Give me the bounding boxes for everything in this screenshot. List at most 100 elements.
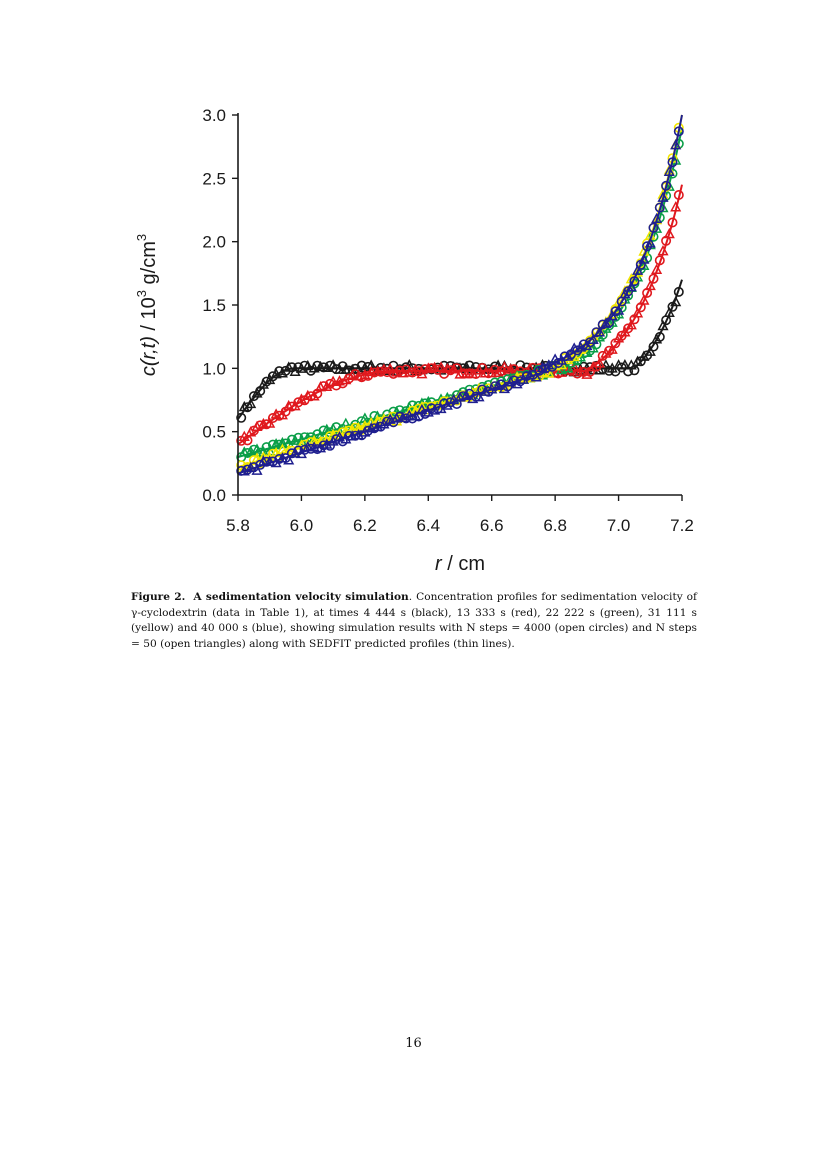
series-5-triangle-marker (581, 339, 593, 351)
series-3-triangle-marker (245, 445, 257, 456)
series-5-circle-marker (305, 443, 316, 454)
series-5-circle-marker (597, 319, 608, 330)
series-2-circle-marker (261, 419, 272, 430)
series-2-triangle-marker (245, 426, 257, 437)
series-5-circle-marker (553, 357, 564, 368)
series-5-circle-marker (337, 436, 348, 447)
series-5-circle-marker (483, 386, 494, 397)
series-2-triangle-marker (581, 368, 593, 379)
series-5-triangle-marker (657, 191, 669, 202)
series-5 (236, 114, 684, 476)
x-axis-variable: r (435, 553, 443, 575)
series-2-triangle-marker (657, 245, 669, 256)
y-axis-unit-exponent: 3 (134, 234, 149, 241)
series-5-triangle-marker (498, 382, 510, 394)
series-2-circle-marker (369, 367, 380, 378)
series-2-triangle-marker (397, 367, 409, 378)
series-5-triangle-marker (245, 461, 257, 473)
series-5-circle-marker (496, 379, 507, 390)
series-5-triangle-marker (454, 391, 466, 402)
series-2-triangle-marker (346, 369, 358, 381)
series-4-triangle-marker (308, 434, 320, 446)
series-5-circle-marker (629, 276, 640, 287)
series-5-circle-marker (661, 180, 672, 191)
x-tick-label: 6.0 (290, 516, 314, 535)
series-2-triangle-marker (276, 409, 288, 420)
series-5-triangle-marker (283, 454, 295, 465)
series-2-circle-marker (451, 363, 462, 374)
concentration-profile-chart: 0.0 0.5 1.0 1.5 2.0 2.5 3.0 5.8 6.0 6.2 6.4 6.6 6.8 7… (134, 106, 694, 575)
y-tick-label: 2.0 (202, 233, 226, 252)
figure-caption: Figure 2. A sedimentation velocity simul… (131, 590, 697, 652)
series-1-triangle-marker (663, 306, 675, 318)
series-5-circle-marker (648, 222, 659, 233)
series-5-circle-marker (654, 202, 665, 213)
series-1-triangle-marker (651, 333, 663, 344)
series-2-triangle-marker (486, 367, 498, 378)
series-2-triangle-marker (321, 380, 333, 391)
y-tick-label: 1.5 (202, 296, 226, 315)
series-5-circle-marker (464, 388, 475, 399)
series-5-triangle-marker (524, 369, 536, 380)
series-2-triangle-marker (492, 366, 504, 378)
series-2-circle-marker (654, 255, 665, 266)
series-5-triangle-marker (562, 350, 574, 361)
y-axis-title: c(r,t) / 103 g/cm3 (134, 234, 160, 376)
series-2-circle-marker (420, 364, 431, 375)
series-5-circle-marker (458, 391, 469, 402)
series-3-circle-marker (255, 447, 266, 458)
series-1-triangle-marker (245, 397, 257, 409)
series-5-circle-marker (584, 337, 595, 348)
series-5-triangle-marker (441, 399, 453, 410)
series-2-triangle-marker (663, 227, 675, 239)
series-2-triangle-marker (391, 366, 403, 377)
series-2-triangle-marker (644, 279, 656, 291)
series-5-circle-marker (274, 453, 285, 464)
x-tick-label: 6.6 (480, 516, 504, 535)
series-4-triangle-marker (257, 451, 269, 462)
series-2-triangle-marker (454, 368, 466, 379)
y-tick-label: 0.5 (202, 423, 226, 442)
series-5-triangle-marker (651, 212, 663, 224)
series-5-circle-marker (489, 381, 500, 392)
series-2-triangle-marker (378, 363, 390, 374)
series-5-triangle-marker (302, 440, 314, 452)
series-5-triangle-marker (429, 404, 441, 415)
series-2-circle-marker (325, 378, 336, 389)
series-1-triangle-marker (308, 362, 320, 373)
series-2-triangle-marker (670, 201, 682, 212)
series-1-triangle-marker (276, 367, 288, 378)
series-5-circle-marker (445, 397, 456, 408)
series-2-triangle-marker (314, 381, 327, 392)
series-5-triangle-marker (473, 391, 485, 402)
y-tick-label: 3.0 (202, 106, 226, 125)
series-1-circle-marker (305, 365, 316, 376)
series-1-circle-marker (673, 286, 684, 297)
caption-label: Figure 2. (131, 591, 186, 603)
series-5-circle-marker (261, 456, 272, 467)
series-3-circle-marker (318, 425, 329, 436)
series-1-triangle-marker (264, 373, 276, 385)
x-tick-label: 5.8 (226, 516, 250, 535)
series-5-triangle-marker (644, 237, 656, 248)
series-5-circle-marker (242, 464, 253, 475)
series-2-circle-marker (477, 362, 488, 373)
series-5-triangle-marker (625, 280, 637, 292)
series-5-triangle-marker (467, 392, 479, 404)
y-tick-label: 0.0 (202, 486, 226, 505)
x-axis-unit: / cm (442, 553, 485, 575)
series-3-circle-marker (274, 439, 285, 450)
x-tick-label: 6.2 (353, 516, 377, 535)
series-2-circle-marker (375, 366, 386, 377)
series-2-triangle-marker (619, 326, 631, 337)
series-1-triangle-marker (670, 295, 682, 307)
series-2-circle-marker (445, 365, 456, 376)
series-4-triangle-marker (568, 350, 580, 362)
series-2-triangle-marker (460, 368, 472, 379)
series-2-circle-marker (426, 363, 437, 374)
series-5-triangle-marker (505, 376, 517, 387)
series-1-circle-marker (248, 391, 259, 402)
series-3-triangle-marker (289, 434, 301, 445)
series-2-triangle-marker (264, 417, 276, 428)
series-5-circle-marker (331, 434, 342, 445)
